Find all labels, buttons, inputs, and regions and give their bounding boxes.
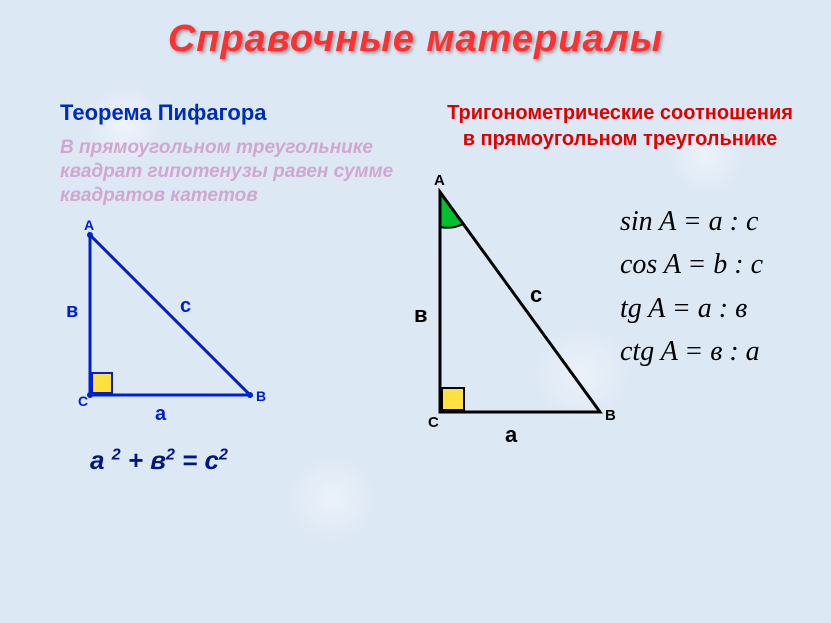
- right-triangle: [440, 192, 600, 412]
- label-A-right: A: [434, 172, 445, 189]
- label-B-left: B: [256, 388, 266, 404]
- label-A-left: A: [84, 217, 94, 233]
- trig-heading-line1: Тригонометрические соотношения: [447, 102, 793, 124]
- label-b-left: в: [66, 300, 78, 323]
- left-triangle: [90, 235, 250, 395]
- trig-heading-line2: в прямоугольном треугольнике: [463, 128, 778, 150]
- trig-heading: Тригонометрические соотношения в прямоуг…: [420, 100, 820, 152]
- right-triangle-svg: [410, 182, 630, 452]
- pythagoras-formula: а 2 + в2 = с2: [90, 445, 400, 476]
- label-c-right: с: [530, 282, 542, 308]
- left-triangle-wrap: A B C в с а: [60, 225, 280, 425]
- left-triangle-svg: [60, 225, 280, 425]
- label-C-right: C: [428, 414, 439, 431]
- formula-tg: tg A = a : в: [620, 287, 763, 330]
- trig-formulas: sin A = a : c cos A = b : c tg A = a : в…: [620, 200, 763, 374]
- right-column: Тригонометрические соотношения в прямоуг…: [420, 100, 820, 452]
- vertex-b-dot: [247, 392, 253, 398]
- pythagoras-description: В прямоугольном треугольнике квадрат гип…: [60, 136, 400, 207]
- page-title: Справочные материалы: [0, 0, 831, 61]
- right-triangle-wrap: A B C в с а: [410, 182, 630, 452]
- formula-sin: sin A = a : c: [620, 200, 763, 243]
- right-angle-marker-r: [442, 388, 464, 410]
- left-column: Теорема Пифагора В прямоугольном треугол…: [60, 100, 400, 476]
- label-C-left: C: [78, 393, 88, 409]
- label-b-right: в: [414, 302, 428, 328]
- pythagoras-heading: Теорема Пифагора: [60, 100, 400, 126]
- formula-ctg: ctg A = в : a: [620, 330, 763, 373]
- right-angle-marker: [92, 373, 112, 393]
- label-a-left: а: [155, 403, 166, 426]
- label-B-right: B: [605, 407, 616, 424]
- label-c-left: с: [180, 295, 191, 318]
- formula-cos: cos A = b : c: [620, 243, 763, 286]
- label-a-right: а: [505, 422, 517, 448]
